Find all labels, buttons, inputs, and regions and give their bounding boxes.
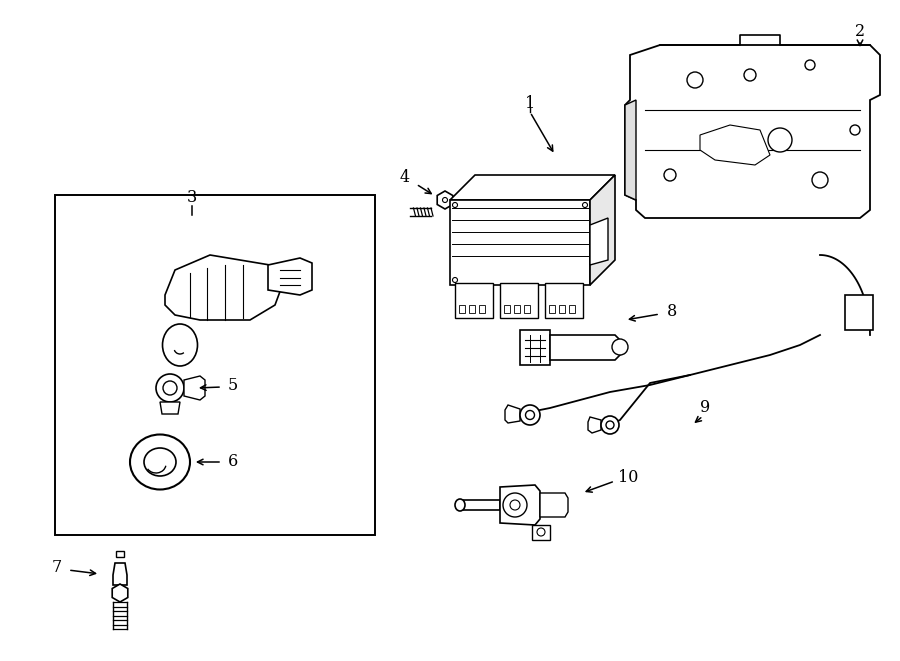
Polygon shape	[160, 402, 180, 414]
Bar	[549, 305, 555, 313]
Polygon shape	[625, 45, 880, 218]
Bar	[559, 305, 565, 313]
Circle shape	[850, 125, 860, 135]
Circle shape	[443, 198, 447, 202]
Bar	[845, 295, 873, 330]
Polygon shape	[540, 493, 568, 517]
Circle shape	[526, 410, 535, 420]
Polygon shape	[460, 500, 500, 510]
Text: 5: 5	[228, 377, 238, 395]
Bar	[55, 195, 375, 535]
Circle shape	[601, 416, 619, 434]
Circle shape	[664, 169, 676, 181]
Polygon shape	[113, 563, 127, 585]
Circle shape	[812, 172, 828, 188]
Bar	[450, 200, 590, 285]
Polygon shape	[450, 175, 615, 200]
Bar	[455, 283, 493, 318]
Ellipse shape	[455, 499, 465, 511]
Circle shape	[612, 339, 628, 355]
Bar	[504, 305, 510, 313]
Circle shape	[453, 202, 457, 208]
Circle shape	[606, 421, 614, 429]
Polygon shape	[165, 255, 285, 320]
Circle shape	[156, 374, 184, 402]
Circle shape	[744, 69, 756, 81]
Circle shape	[510, 500, 520, 510]
Polygon shape	[550, 335, 620, 360]
Bar	[469, 305, 475, 313]
Text: 8: 8	[667, 303, 677, 321]
Text: 2: 2	[855, 24, 865, 40]
Polygon shape	[590, 218, 608, 265]
Circle shape	[687, 72, 703, 88]
Circle shape	[453, 278, 457, 282]
Ellipse shape	[130, 434, 190, 490]
Polygon shape	[532, 525, 550, 540]
Circle shape	[520, 405, 540, 425]
Circle shape	[805, 60, 815, 70]
Text: 3: 3	[187, 190, 197, 206]
Text: 7: 7	[52, 559, 62, 576]
Circle shape	[768, 128, 792, 152]
Polygon shape	[500, 485, 540, 525]
Ellipse shape	[144, 448, 176, 476]
Polygon shape	[437, 191, 453, 209]
Polygon shape	[588, 417, 601, 433]
Circle shape	[503, 493, 527, 517]
Bar	[500, 283, 538, 318]
Ellipse shape	[163, 324, 197, 366]
Polygon shape	[112, 584, 128, 602]
Bar	[479, 305, 485, 313]
Text: 6: 6	[228, 453, 238, 471]
Polygon shape	[184, 376, 205, 400]
Circle shape	[163, 381, 177, 395]
Polygon shape	[505, 405, 520, 423]
Bar	[569, 305, 575, 313]
Circle shape	[582, 202, 588, 208]
Polygon shape	[590, 175, 615, 285]
Text: 1: 1	[525, 95, 535, 112]
Polygon shape	[625, 100, 636, 200]
Text: 4: 4	[400, 169, 410, 186]
Bar	[459, 305, 465, 313]
Polygon shape	[700, 125, 770, 165]
Circle shape	[537, 528, 545, 536]
Text: 10: 10	[617, 469, 638, 486]
Bar	[116, 551, 124, 557]
Bar	[545, 283, 583, 318]
Text: 9: 9	[700, 399, 710, 416]
Bar	[514, 305, 520, 313]
Bar	[520, 330, 550, 365]
Bar	[524, 305, 530, 313]
Polygon shape	[268, 258, 312, 295]
